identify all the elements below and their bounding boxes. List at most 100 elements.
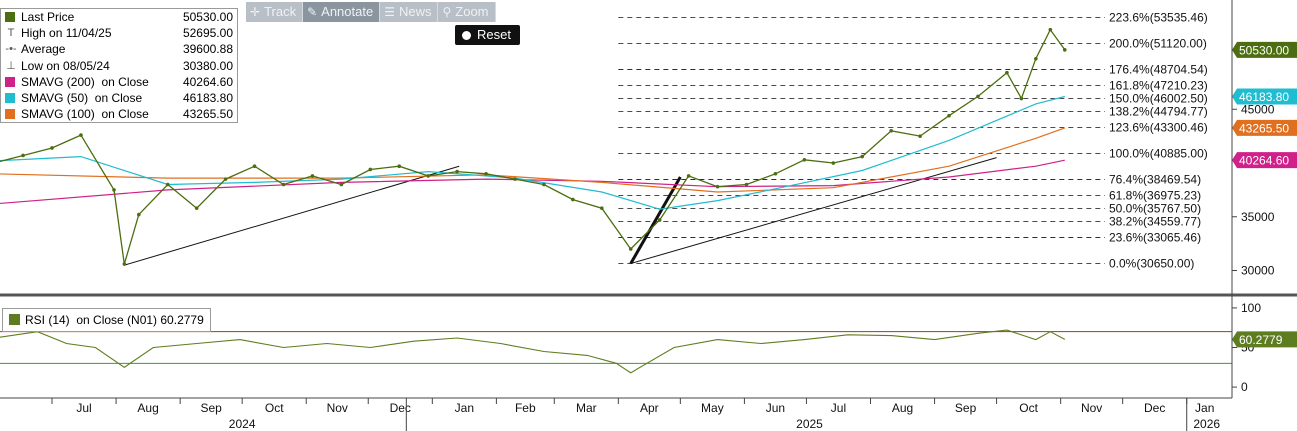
zoom-button[interactable]: ⚲ Zoom: [438, 2, 496, 22]
series-line: [0, 159, 1065, 205]
x-tick-label: Sep: [200, 401, 222, 415]
price-point: [802, 157, 807, 162]
price-point: [310, 174, 315, 178]
price-point: [165, 182, 170, 187]
x-tick-label: Dec: [1144, 401, 1165, 415]
annotate-button[interactable]: ✎ Annotate: [303, 2, 381, 22]
y-tick-label: 35000: [1241, 210, 1275, 224]
price-point: [947, 113, 951, 118]
x-tick-label: Jun: [766, 401, 785, 415]
x-tick-label: Sep: [955, 401, 977, 415]
price-point: [484, 171, 488, 176]
value-tag: [1232, 88, 1297, 105]
price-point: [368, 167, 373, 172]
price-panel: 223.6%(53535.46) 200.0%(51120.00) 176.4%(4…: [0, 11, 1297, 278]
legend-value: 46183.80: [182, 90, 233, 105]
trendline[interactable]: [124, 165, 460, 266]
price-point: [1005, 70, 1009, 75]
fib-level-label: 76.4%(38469.54): [1109, 172, 1201, 186]
legend-row: T High on 11/04/25 52695.00: [1, 25, 237, 41]
legend-swatch: [5, 109, 15, 120]
x-tick-label: Apr: [640, 401, 659, 415]
crosshair-icon: ✛: [250, 5, 261, 19]
fib-level-label: 100.0%(40885.00): [1109, 146, 1208, 160]
high-marker-icon: T: [7, 27, 15, 40]
rsi-line: [0, 329, 1066, 374]
chart-toolbar: ✛ Track ✎ Annotate ☰ News ⚲ Zoom: [246, 2, 496, 22]
x-tick-label: Mar: [576, 401, 597, 415]
series-line: [0, 127, 1066, 193]
price-legend: Last Price 50530.00 T High on 11/04/25 52695…: [0, 8, 238, 124]
legend-label: Average: [21, 42, 66, 57]
legend-value: 50530.00: [182, 10, 233, 24]
price-point: [513, 177, 517, 181]
x-tick-label: Jan: [1195, 401, 1214, 415]
fib-level-label: 23.6%(33065.46): [1109, 231, 1201, 245]
legend-row: Last Price 50530.00: [1, 9, 237, 25]
fib-level-label: 200.0%(51120.00): [1109, 36, 1207, 50]
value-tag-label: 50530.00: [1239, 43, 1289, 57]
year-label: 2026: [1193, 417, 1220, 431]
legend-value: 30380.00: [182, 58, 233, 73]
x-tick-label: Jan: [455, 401, 474, 415]
pencil-icon: ✎: [307, 5, 318, 19]
fib-level-label: 50.0%(35767.50): [1109, 202, 1201, 216]
x-tick-label: Oct: [265, 401, 284, 415]
legend-label: SMAVG (200) on Close: [21, 74, 149, 89]
zoom-label: Zoom: [455, 4, 489, 19]
rsi-value-tag: [1232, 331, 1297, 348]
track-label: Track: [264, 4, 297, 19]
price-point: [79, 133, 83, 137]
x-tick-label: Dec: [390, 401, 411, 415]
legend-swatch: [5, 76, 15, 87]
legend-row: ⊥ Low on 08/05/24 30380.00: [1, 58, 237, 74]
value-tag-label: 40264.60: [1239, 154, 1289, 168]
x-tick-label: Aug: [137, 401, 158, 415]
y-tick-label: 30000: [1241, 264, 1275, 278]
low-marker-icon: ⊥: [6, 59, 16, 72]
legend-row: SMAVG (200) on Close 40264.60: [1, 74, 237, 90]
legend-label: High on 11/04/25: [21, 26, 112, 41]
reset-icon: [462, 31, 471, 40]
price-point: [1034, 56, 1038, 61]
price-point: [686, 174, 691, 178]
legend-label: SMAVG (100) on Close: [21, 107, 149, 122]
price-point: [281, 182, 286, 187]
fib-level-label: 150.0%(46002.50): [1109, 91, 1208, 105]
price-point: [715, 184, 720, 189]
fib-level-label: 61.8%(36975.23): [1109, 189, 1201, 203]
price-point: [1019, 96, 1024, 101]
fib-level-label: 0.0%(30650.00): [1109, 257, 1194, 271]
reset-button[interactable]: Reset: [455, 25, 520, 45]
trendline[interactable]: [630, 157, 997, 264]
legend-label: SMAVG (50) on Close: [21, 90, 143, 105]
price-point: [773, 171, 778, 176]
value-tag-label: 46183.80: [1239, 90, 1289, 104]
price-point: [860, 154, 865, 159]
price-point: [455, 169, 459, 174]
price-point: [542, 182, 546, 187]
track-button[interactable]: ✛ Track: [246, 2, 304, 22]
legend-value: 39600.88: [182, 42, 233, 57]
news-button[interactable]: ☰ News: [380, 2, 439, 22]
fib-level-label: 138.2%(44794.77): [1109, 104, 1208, 118]
y-tick-label: 45000: [1241, 102, 1275, 116]
trendline[interactable]: [629, 176, 682, 265]
price-point: [223, 177, 228, 181]
price-point: [112, 188, 116, 192]
x-tick-label: Nov: [1081, 401, 1102, 415]
price-point: [426, 174, 430, 178]
annotate-label: Annotate: [321, 4, 374, 19]
legend-swatch: [5, 12, 15, 22]
fib-level-label: 161.8%(47210.23): [1109, 79, 1208, 93]
legend-value: 52695.00: [182, 26, 233, 41]
rsi-y-tick-label: 100: [1241, 301, 1261, 315]
rsi-y-tick-label: 0: [1241, 380, 1248, 394]
price-point: [831, 161, 836, 165]
price-point: [194, 206, 199, 210]
news-label: News: [398, 4, 432, 19]
year-label: 2025: [796, 417, 823, 431]
price-point: [599, 206, 604, 210]
